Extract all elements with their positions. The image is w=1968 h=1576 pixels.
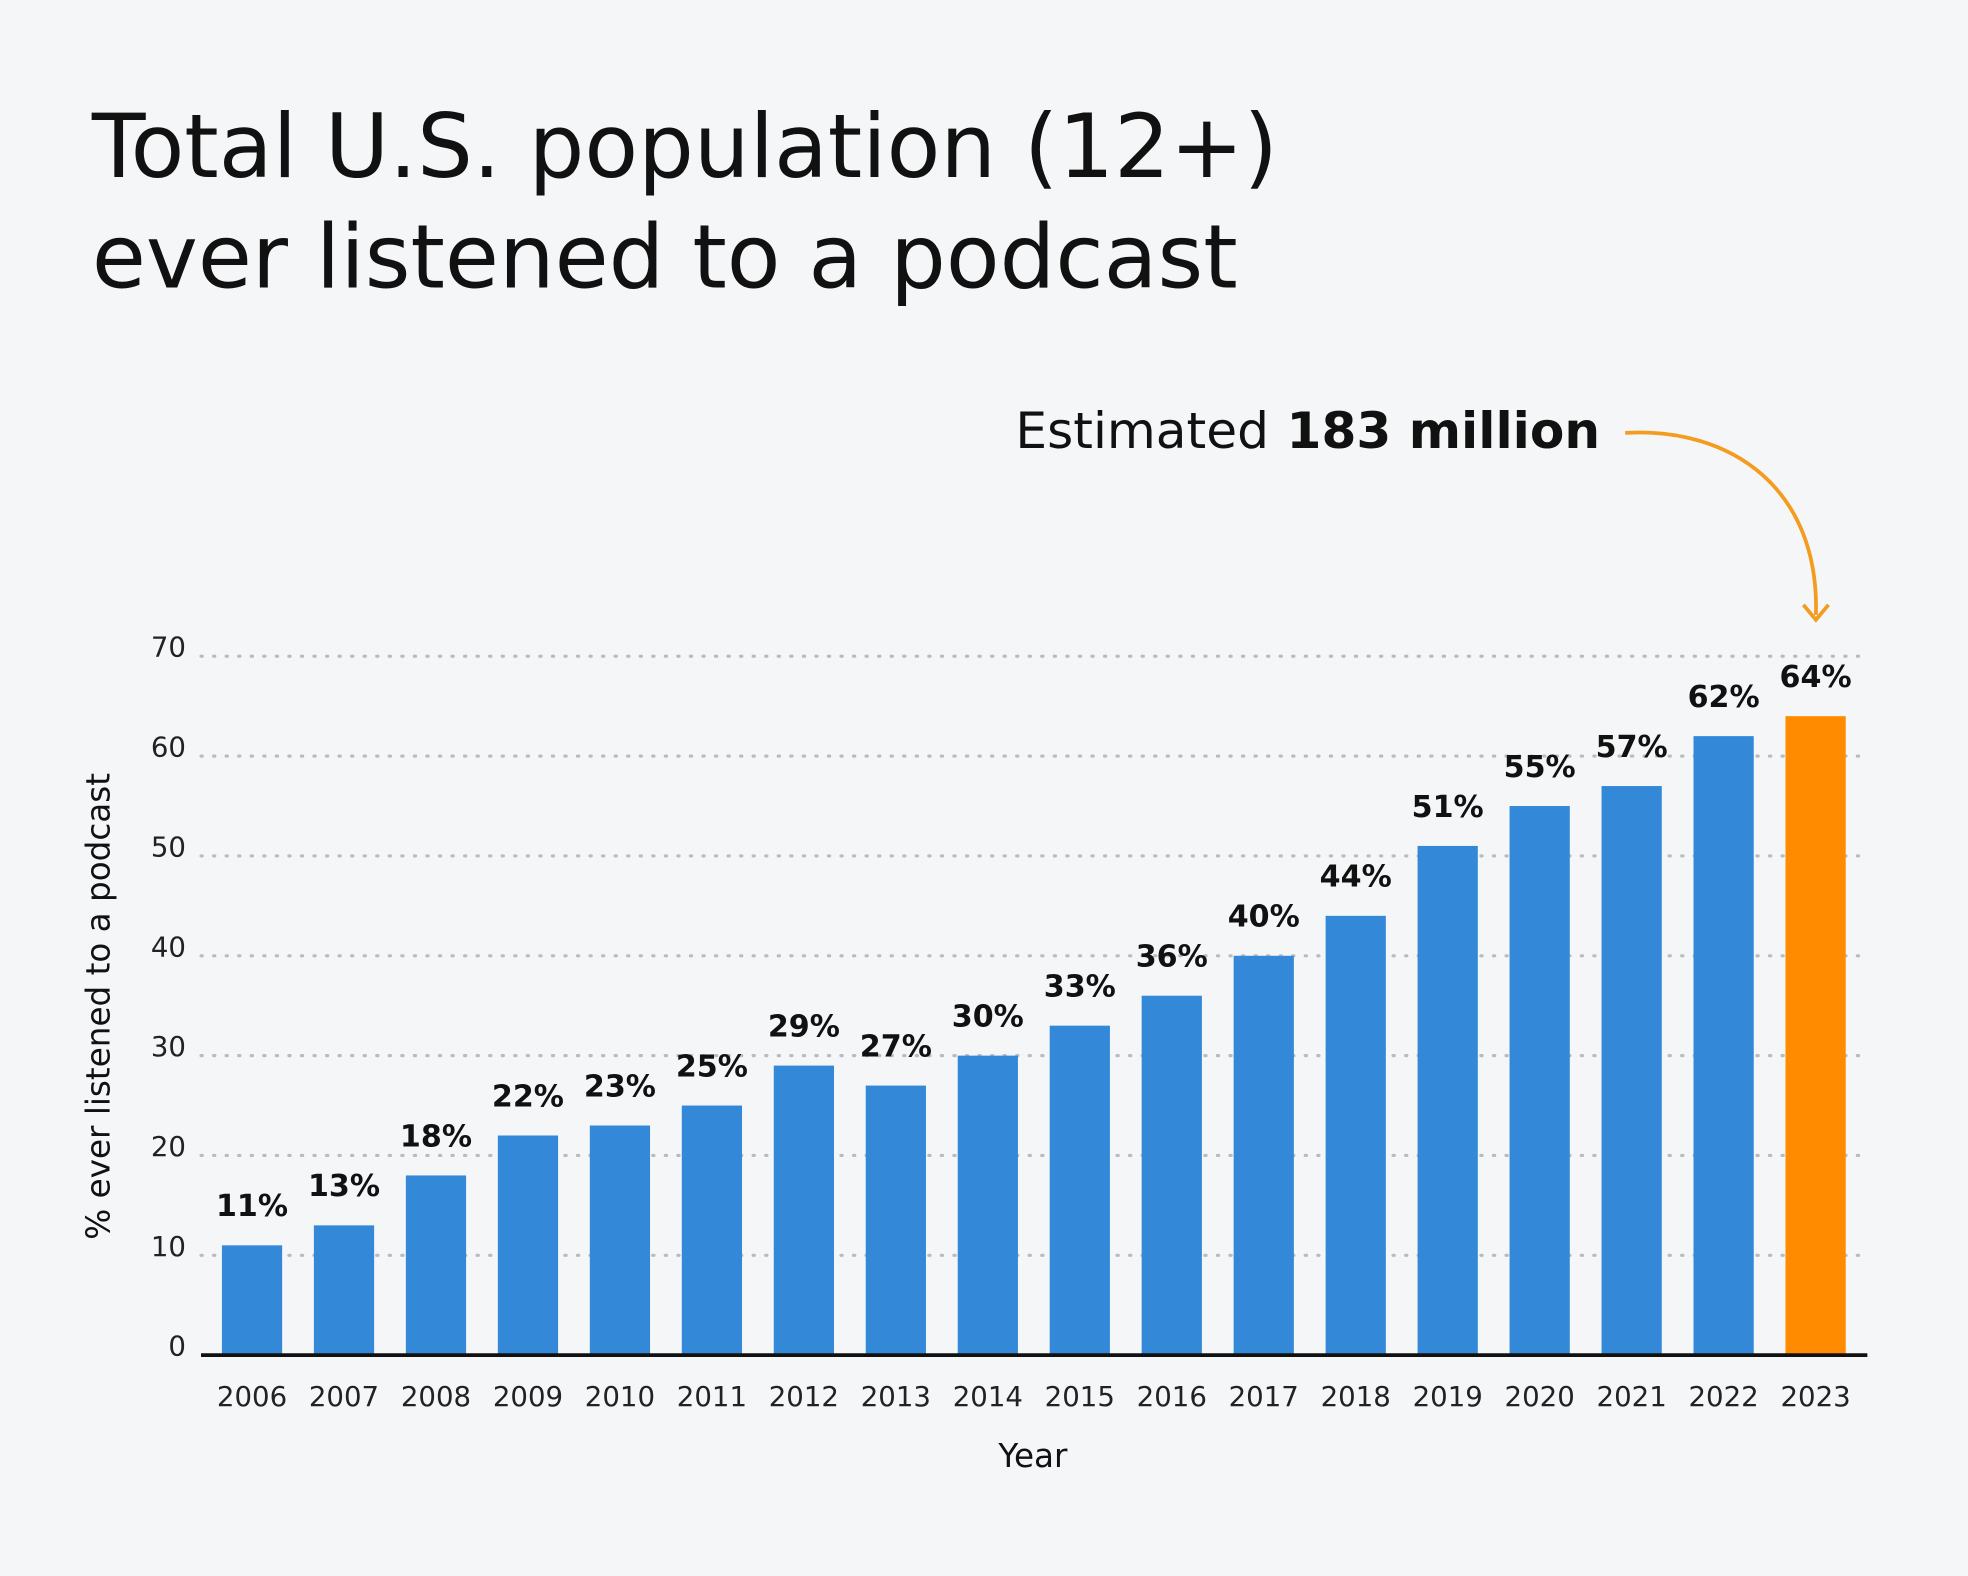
y-tick-label: 0 bbox=[168, 1330, 186, 1363]
y-axis-title: % ever listened to a podcast bbox=[80, 773, 118, 1240]
x-tick-label: 2023 bbox=[1780, 1380, 1850, 1413]
annotation-text: Estimated bbox=[1015, 401, 1269, 460]
value-label: 23% bbox=[584, 1069, 656, 1104]
x-tick-label: 2008 bbox=[401, 1380, 471, 1413]
bar bbox=[1509, 806, 1570, 1356]
value-label: 64% bbox=[1780, 660, 1852, 695]
x-tick-label: 2010 bbox=[585, 1380, 655, 1413]
x-tick-label: 2009 bbox=[493, 1380, 563, 1413]
x-tick-label: 2015 bbox=[1045, 1380, 1115, 1413]
bar bbox=[1601, 786, 1662, 1356]
bar bbox=[957, 1055, 1018, 1356]
annotation: Estimated 183 million bbox=[1015, 401, 1600, 460]
value-label: 13% bbox=[308, 1169, 380, 1204]
bar bbox=[1141, 995, 1202, 1356]
bar bbox=[1785, 716, 1846, 1356]
annotation-arrow bbox=[1625, 430, 1830, 623]
bar bbox=[589, 1125, 651, 1356]
y-tick-label: 20 bbox=[151, 1130, 186, 1163]
x-tick-label: 2019 bbox=[1413, 1380, 1483, 1413]
value-label: 25% bbox=[676, 1049, 748, 1084]
x-tick-label: 2021 bbox=[1597, 1380, 1667, 1413]
x-tick-label: 2016 bbox=[1137, 1380, 1207, 1413]
bar bbox=[681, 1105, 743, 1356]
value-label: 30% bbox=[952, 999, 1024, 1034]
bar bbox=[773, 1065, 834, 1356]
y-tick-label: 50 bbox=[151, 830, 186, 863]
bar bbox=[1049, 1025, 1110, 1356]
chart-title: ever listened to a podcast bbox=[92, 205, 1238, 308]
chart-title: Total U.S. population (12+) bbox=[91, 95, 1278, 198]
value-label: 33% bbox=[1044, 970, 1116, 1005]
value-label: 22% bbox=[492, 1079, 564, 1114]
x-tick-label: 2022 bbox=[1689, 1380, 1759, 1413]
bar bbox=[1325, 915, 1386, 1356]
y-tick-label: 60 bbox=[151, 731, 186, 764]
x-tick-label: 2018 bbox=[1321, 1380, 1391, 1413]
x-tick-label: 2012 bbox=[769, 1380, 839, 1413]
value-label: 40% bbox=[1228, 900, 1300, 935]
value-label: 18% bbox=[400, 1119, 472, 1154]
y-tick-label: 40 bbox=[151, 930, 186, 963]
bar bbox=[221, 1245, 283, 1356]
x-tick-label: 2014 bbox=[953, 1380, 1023, 1413]
x-tick-label: 2017 bbox=[1229, 1380, 1299, 1413]
value-label: 57% bbox=[1596, 730, 1668, 765]
value-label: 27% bbox=[860, 1029, 932, 1064]
bar bbox=[1417, 845, 1478, 1356]
y-tick-label: 70 bbox=[151, 631, 186, 664]
x-tick-label: 2007 bbox=[309, 1380, 379, 1413]
bar bbox=[497, 1135, 559, 1356]
value-label: 55% bbox=[1504, 750, 1576, 785]
value-label: 62% bbox=[1688, 680, 1760, 715]
y-tick-label: 10 bbox=[151, 1230, 186, 1263]
value-label: 36% bbox=[1136, 940, 1208, 975]
value-label: 11% bbox=[216, 1189, 288, 1224]
x-axis-title: Year bbox=[997, 1437, 1068, 1475]
bar bbox=[1693, 736, 1754, 1356]
value-label: 44% bbox=[1320, 860, 1392, 895]
x-tick-label: 2006 bbox=[217, 1380, 287, 1413]
x-tick-label: 2013 bbox=[861, 1380, 931, 1413]
bar bbox=[1233, 955, 1294, 1356]
bar bbox=[313, 1225, 375, 1356]
y-tick-label: 30 bbox=[151, 1030, 186, 1063]
bar bbox=[405, 1175, 467, 1356]
annotation-emphasis: 183 million bbox=[1287, 401, 1601, 460]
x-tick-label: 2011 bbox=[677, 1380, 747, 1413]
value-label: 51% bbox=[1412, 790, 1484, 825]
value-label: 29% bbox=[768, 1009, 840, 1044]
x-tick-label: 2020 bbox=[1505, 1380, 1575, 1413]
bar bbox=[865, 1085, 926, 1356]
